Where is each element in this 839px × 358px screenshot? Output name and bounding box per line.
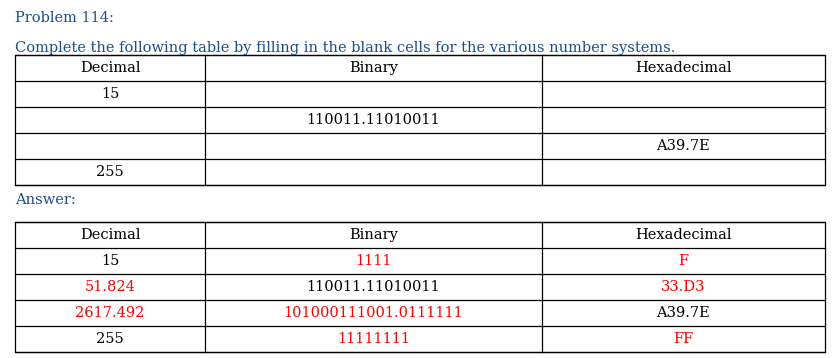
Text: 33.D3: 33.D3 (661, 280, 706, 294)
Text: 11111111: 11111111 (337, 332, 410, 346)
Text: A39.7E: A39.7E (656, 306, 710, 320)
Text: Hexadecimal: Hexadecimal (635, 228, 732, 242)
Bar (15, 55, 825, 185)
Text: 15: 15 (101, 254, 119, 268)
Text: 15: 15 (101, 87, 119, 101)
Text: Problem 114:: Problem 114: (15, 11, 114, 25)
Text: Answer:: Answer: (15, 193, 76, 207)
Text: F: F (678, 254, 688, 268)
Text: 101000111001.0111111: 101000111001.0111111 (284, 306, 463, 320)
Text: Hexadecimal: Hexadecimal (635, 62, 732, 76)
Text: 2617.492: 2617.492 (76, 306, 145, 320)
Text: Binary: Binary (349, 228, 398, 242)
Text: Binary: Binary (349, 62, 398, 76)
Text: 255: 255 (96, 332, 124, 346)
Bar (15, 222, 825, 352)
Text: A39.7E: A39.7E (656, 140, 710, 154)
Text: 255: 255 (96, 165, 124, 179)
Text: 110011.11010011: 110011.11010011 (306, 113, 440, 127)
Text: FF: FF (673, 332, 693, 346)
Text: Complete the following table by filling in the blank cells for the various numbe: Complete the following table by filling … (15, 41, 675, 55)
Text: Decimal: Decimal (80, 62, 140, 76)
Text: 1111: 1111 (355, 254, 392, 268)
Text: 110011.11010011: 110011.11010011 (306, 280, 440, 294)
Text: 51.824: 51.824 (85, 280, 136, 294)
Text: Decimal: Decimal (80, 228, 140, 242)
